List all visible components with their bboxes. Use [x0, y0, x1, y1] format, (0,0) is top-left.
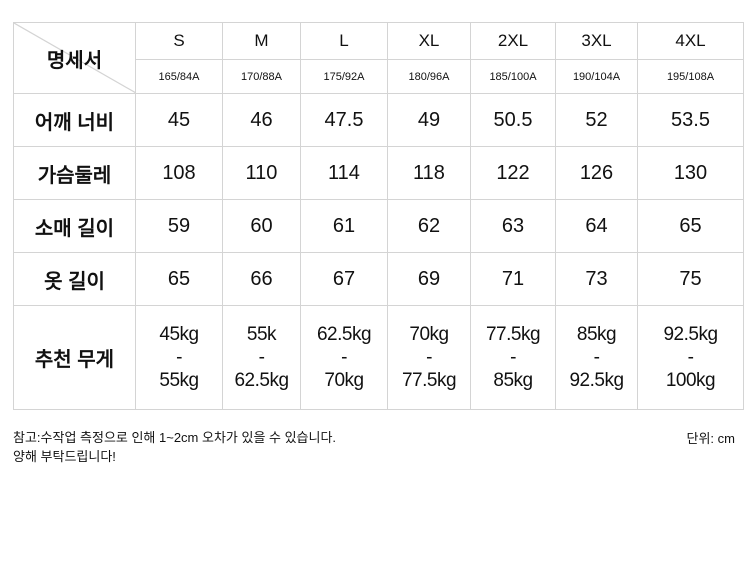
table-cell: 118: [387, 146, 471, 200]
size-spec: 175/92A: [300, 59, 388, 94]
size-spec: 190/104A: [555, 59, 638, 94]
weight-to: 100kg: [665, 370, 716, 391]
table-cell: 110: [222, 146, 301, 200]
table-cell: 62: [387, 199, 471, 253]
corner-label: 명세서: [46, 49, 103, 72]
table-cell: 75: [637, 252, 744, 306]
weight-to: 62.5kg: [234, 370, 289, 391]
table-cell: 47.5: [300, 93, 388, 147]
weight-cell: 85kg -92.5kg: [555, 305, 638, 410]
table-cell: 130: [637, 146, 744, 200]
weight-from: 62.5kg: [316, 324, 372, 345]
table-row: 소매 길이 59 60 61 62 63 64 65: [13, 199, 744, 253]
weight-sep: -: [510, 347, 516, 368]
table-cell: 64: [555, 199, 638, 253]
weight-sep: -: [687, 347, 694, 368]
note-line-1: 참고:수작업 측정으로 인해 1~2cm 오차가 있을 수 있습니다.: [13, 430, 337, 445]
weight-sep: -: [593, 347, 600, 368]
weight-from: 77.5kg: [485, 324, 541, 345]
size-header: L: [300, 22, 388, 60]
weight-sep: -: [341, 347, 347, 368]
table-cell: 108: [135, 146, 223, 200]
weight-from: 70kg: [409, 324, 449, 345]
weight-from: 92.5kg: [663, 324, 718, 345]
weight-sep: -: [426, 347, 432, 368]
row-label: 소매 길이: [13, 199, 136, 253]
table-cell: 60: [222, 199, 301, 253]
row-label: 추천 무게: [13, 305, 136, 410]
weight-cell: 45kg -55kg: [135, 305, 223, 410]
unit-label: 단위: cm: [686, 431, 735, 446]
weight-to: 70kg: [324, 370, 364, 391]
table-cell: 66: [222, 252, 301, 306]
weight-to: 92.5kg: [569, 370, 624, 391]
table-cell: 63: [470, 199, 556, 253]
row-label: 옷 길이: [13, 252, 136, 306]
table-cell: 122: [470, 146, 556, 200]
weight-to: 55kg: [159, 370, 199, 391]
weight-from: 45kg: [159, 324, 199, 345]
size-spec: 180/96A: [387, 59, 471, 94]
table-cell: 61: [300, 199, 388, 253]
table-cell: 73: [555, 252, 638, 306]
weight-from: 85kg: [576, 324, 617, 345]
table-cell: 50.5: [470, 93, 556, 147]
weight-sep: -: [258, 347, 265, 368]
row-label: 가슴둘레: [13, 146, 136, 200]
size-spec: 170/88A: [222, 59, 301, 94]
note-line-2: 양해 부탁드립니다!: [13, 449, 116, 464]
table-row: 어깨 너비 45 46 47.5 49 50.5 52 53.5: [13, 93, 744, 147]
measurement-note: 참고:수작업 측정으로 인해 1~2cm 오차가 있을 수 있습니다. 양해 부…: [13, 428, 336, 466]
weight-to: 77.5kg: [401, 370, 457, 391]
size-spec: 195/108A: [637, 59, 744, 94]
diagonal-line: [14, 23, 136, 93]
weight-to: 85kg: [493, 370, 533, 391]
size-spec: 185/100A: [470, 59, 556, 94]
table-row: 가슴둘레 108 110 114 118 122 126 130: [13, 146, 744, 200]
table-cell: 49: [387, 93, 471, 147]
table-cell: 67: [300, 252, 388, 306]
weight-cell: 62.5kg -70kg: [300, 305, 388, 410]
table-cell: 45: [135, 93, 223, 147]
table-cell: 53.5: [637, 93, 744, 147]
table-cell: 65: [637, 199, 744, 253]
size-header: XL: [387, 22, 471, 60]
weight-cell: 92.5kg -100kg: [637, 305, 744, 410]
size-header: 2XL: [470, 22, 556, 60]
weight-cell: 77.5kg -85kg: [470, 305, 556, 410]
corner-header: 명세서: [13, 22, 136, 94]
table-cell: 52: [555, 93, 638, 147]
table-row: 추천 무게 45kg -55kg 55k -62.5kg 62.5kg -70kg 70kg -…: [13, 305, 744, 410]
size-header: M: [222, 22, 301, 60]
table-cell: 69: [387, 252, 471, 306]
table-cell: 126: [555, 146, 638, 200]
weight-sep: -: [176, 347, 182, 368]
size-header: S: [135, 22, 223, 60]
table-row: 옷 길이 65 66 67 69 71 73 75: [13, 252, 744, 306]
row-label: 어깨 너비: [13, 93, 136, 147]
table-cell: 65: [135, 252, 223, 306]
table-cell: 59: [135, 199, 223, 253]
table-cell: 114: [300, 146, 388, 200]
weight-cell: 55k -62.5kg: [222, 305, 301, 410]
size-header: 3XL: [555, 22, 638, 60]
weight-from: 55k: [246, 324, 277, 345]
weight-cell: 70kg -77.5kg: [387, 305, 471, 410]
table-cell: 71: [470, 252, 556, 306]
size-header: 4XL: [637, 22, 744, 60]
table-cell: 46: [222, 93, 301, 147]
size-spec: 165/84A: [135, 59, 223, 94]
size-chart-table: 명세서 S M L XL 2XL 3XL 4XL 165/84A 170/88A 175/92A 18…: [13, 22, 744, 410]
